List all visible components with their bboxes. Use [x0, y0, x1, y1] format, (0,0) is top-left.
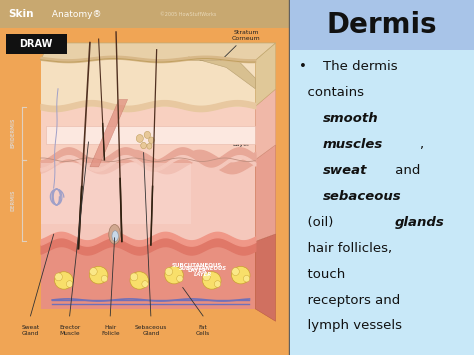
- Text: Sebaceous
Gland: Sebaceous Gland: [135, 325, 167, 335]
- Ellipse shape: [147, 143, 152, 149]
- Text: muscles: muscles: [323, 138, 383, 151]
- Text: New Skin
Layer: New Skin Layer: [211, 136, 255, 147]
- Text: sebaceous: sebaceous: [323, 190, 401, 203]
- FancyBboxPatch shape: [290, 50, 474, 355]
- Ellipse shape: [112, 231, 118, 241]
- Ellipse shape: [177, 275, 183, 282]
- Text: ,: ,: [419, 138, 423, 151]
- Ellipse shape: [231, 266, 250, 284]
- Text: EPIDERMIS: EPIDERMIS: [10, 118, 16, 148]
- FancyBboxPatch shape: [0, 0, 290, 28]
- Polygon shape: [41, 106, 255, 160]
- Ellipse shape: [109, 224, 120, 244]
- Polygon shape: [90, 99, 128, 167]
- Text: Hair
Folicle: Hair Folicle: [101, 325, 119, 335]
- Polygon shape: [41, 241, 255, 309]
- Ellipse shape: [203, 273, 210, 281]
- Text: Sweat
Gland: Sweat Gland: [21, 325, 39, 335]
- Text: Stratum
Corneum: Stratum Corneum: [219, 30, 261, 62]
- Polygon shape: [46, 126, 255, 144]
- Text: SUBCUTANEOUS
LAYER: SUBCUTANEOUS LAYER: [179, 266, 227, 277]
- Text: SUBCUTANEOUS
LAYER: SUBCUTANEOUS LAYER: [172, 263, 222, 273]
- Text: Skin: Skin: [9, 9, 34, 19]
- Text: contains: contains: [299, 86, 365, 99]
- Ellipse shape: [66, 281, 73, 287]
- Text: (oil): (oil): [299, 216, 338, 229]
- Polygon shape: [41, 43, 275, 60]
- Ellipse shape: [90, 268, 97, 275]
- Text: Dermis: Dermis: [327, 11, 438, 39]
- Text: Fat
Cells: Fat Cells: [196, 325, 210, 335]
- Text: DRAW: DRAW: [19, 39, 53, 49]
- Ellipse shape: [142, 281, 148, 287]
- Text: smooth: smooth: [323, 112, 379, 125]
- Ellipse shape: [232, 268, 239, 275]
- FancyBboxPatch shape: [6, 34, 67, 54]
- Polygon shape: [255, 89, 275, 160]
- Ellipse shape: [55, 272, 73, 289]
- Polygon shape: [255, 43, 275, 106]
- Text: Erector
Muscle: Erector Muscle: [59, 325, 80, 335]
- Text: receptors and: receptors and: [299, 294, 401, 307]
- Text: sweat: sweat: [323, 164, 367, 177]
- Ellipse shape: [130, 273, 138, 281]
- Text: touch: touch: [299, 268, 346, 281]
- Text: •: •: [299, 60, 311, 73]
- Text: glands: glands: [394, 216, 444, 229]
- Ellipse shape: [101, 275, 108, 282]
- Ellipse shape: [55, 273, 63, 281]
- Text: lymph vessels: lymph vessels: [299, 320, 402, 333]
- Ellipse shape: [141, 142, 146, 149]
- FancyBboxPatch shape: [290, 0, 474, 50]
- Ellipse shape: [214, 281, 221, 287]
- Text: ©2005 HowStuffWorks: ©2005 HowStuffWorks: [160, 12, 216, 17]
- Ellipse shape: [165, 268, 173, 275]
- Ellipse shape: [137, 135, 143, 142]
- Ellipse shape: [165, 266, 183, 284]
- Ellipse shape: [202, 272, 221, 289]
- Polygon shape: [189, 57, 255, 89]
- Text: DERMIS: DERMIS: [10, 190, 16, 211]
- Polygon shape: [255, 145, 275, 241]
- Ellipse shape: [144, 131, 151, 138]
- Polygon shape: [41, 60, 255, 106]
- Text: and: and: [392, 164, 421, 177]
- Ellipse shape: [130, 272, 148, 289]
- Polygon shape: [255, 234, 275, 321]
- Ellipse shape: [148, 137, 155, 143]
- Ellipse shape: [90, 266, 108, 284]
- Polygon shape: [41, 160, 255, 241]
- Text: hair follicles,: hair follicles,: [299, 242, 392, 255]
- Text: The dermis: The dermis: [323, 60, 398, 73]
- Polygon shape: [41, 163, 191, 224]
- Text: Anatomy®: Anatomy®: [49, 10, 102, 19]
- Ellipse shape: [243, 275, 250, 282]
